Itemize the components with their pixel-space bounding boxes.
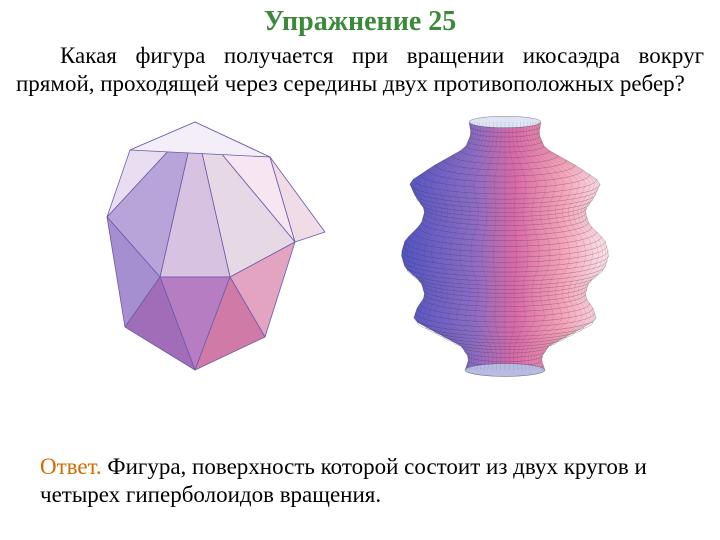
- figures-row: [0, 112, 720, 380]
- answer-text: Фигура, поверхность которой состоит из д…: [40, 454, 647, 508]
- answer-label: Ответ.: [40, 454, 102, 479]
- answer-block: Ответ. Фигура, поверхность которой состо…: [0, 453, 720, 511]
- icosahedron-figure: [95, 112, 355, 380]
- exercise-title: Упражнение 25: [0, 0, 720, 38]
- revolution-solid-figure: [385, 112, 625, 380]
- question-text: Какая фигура получается при вращении ико…: [0, 38, 720, 98]
